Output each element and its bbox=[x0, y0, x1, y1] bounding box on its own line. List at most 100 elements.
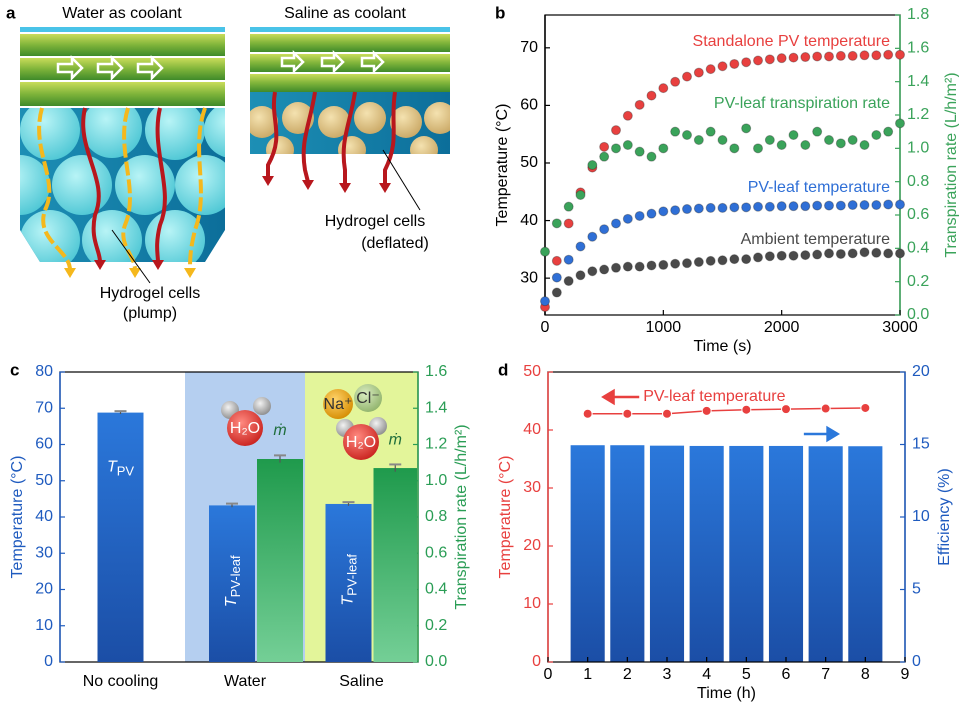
panel-label: c bbox=[10, 360, 19, 379]
data-point bbox=[872, 131, 881, 140]
layer bbox=[250, 34, 450, 52]
leader-line bbox=[383, 150, 420, 210]
data-point bbox=[564, 219, 573, 228]
data-point bbox=[896, 50, 905, 59]
diagram-title: Saline as coolant bbox=[284, 5, 406, 22]
y-tick-label: 1.4 bbox=[425, 399, 447, 416]
data-point bbox=[623, 141, 632, 150]
data-point bbox=[552, 273, 561, 282]
y-tick-label: 1.4 bbox=[907, 73, 929, 90]
data-point bbox=[702, 406, 711, 415]
data-point bbox=[541, 247, 550, 256]
layer bbox=[250, 54, 450, 72]
bar bbox=[571, 445, 605, 662]
x-tick-label: 9 bbox=[901, 666, 910, 683]
data-point bbox=[872, 248, 881, 257]
layer bbox=[20, 34, 225, 56]
data-point bbox=[825, 201, 834, 210]
y-tick-label: 0 bbox=[44, 653, 53, 670]
data-point bbox=[896, 249, 905, 258]
bar bbox=[729, 446, 763, 662]
y-tick-label: 15 bbox=[912, 436, 930, 453]
y-tick-label: 0.6 bbox=[907, 206, 929, 223]
data-point bbox=[694, 136, 703, 145]
y-tick-label: 0.8 bbox=[907, 173, 929, 190]
data-point bbox=[588, 267, 597, 276]
data-point bbox=[600, 265, 609, 274]
arrow bbox=[604, 391, 640, 403]
series-label: Ambient temperature bbox=[741, 231, 891, 248]
y-tick-label: 10 bbox=[523, 595, 541, 612]
x-tick-label: Water bbox=[224, 673, 267, 690]
data-point bbox=[813, 250, 822, 259]
layer bbox=[250, 27, 450, 32]
data-point bbox=[671, 206, 680, 215]
x-tick-label: 1000 bbox=[646, 319, 682, 336]
x-tick-label: 3 bbox=[663, 666, 672, 683]
bar bbox=[257, 459, 303, 662]
arrow-heads bbox=[64, 260, 196, 278]
data-point bbox=[659, 84, 668, 93]
data-point bbox=[789, 202, 798, 211]
data-point bbox=[647, 152, 656, 161]
data-point bbox=[765, 202, 774, 211]
data-point bbox=[777, 202, 786, 211]
layer bbox=[20, 82, 225, 106]
data-point bbox=[789, 53, 798, 62]
data-point bbox=[861, 403, 870, 412]
data-point bbox=[694, 258, 703, 267]
y-axis-title: Temperature (°C) bbox=[494, 104, 511, 227]
bar-label: ṁ bbox=[273, 422, 286, 439]
data-point bbox=[694, 204, 703, 213]
data-point bbox=[623, 262, 632, 271]
y-tick-label: 20 bbox=[523, 537, 541, 554]
y-tick-label: 40 bbox=[523, 421, 541, 438]
data-point bbox=[777, 251, 786, 260]
data-point bbox=[813, 52, 822, 61]
data-point bbox=[848, 201, 857, 210]
data-point bbox=[896, 200, 905, 209]
data-point bbox=[706, 65, 715, 74]
data-point bbox=[754, 253, 763, 262]
y-tick-label: 1.6 bbox=[907, 40, 929, 57]
x-tick-label: 0 bbox=[544, 666, 553, 683]
bar bbox=[650, 446, 684, 662]
data-point bbox=[782, 405, 791, 414]
y-tick-label: 10 bbox=[912, 508, 930, 525]
data-point bbox=[576, 242, 585, 251]
y2-axis-title: Transpiration rate (L/h/m²) bbox=[453, 424, 470, 609]
caption: Hydrogel cells bbox=[325, 213, 425, 230]
y2-axis-title: Transpiration rate (L/h/m²) bbox=[943, 72, 959, 257]
arrow bbox=[804, 428, 838, 440]
data-point bbox=[860, 51, 869, 60]
data-point bbox=[612, 144, 621, 153]
series-label: PV-leaf transpiration rate bbox=[714, 95, 890, 112]
molecule-label: Cl⁻ bbox=[356, 390, 380, 407]
y-tick-label: 60 bbox=[35, 436, 53, 453]
y-tick-label: 0.4 bbox=[907, 240, 929, 257]
data-point bbox=[623, 111, 632, 120]
data-point bbox=[659, 260, 668, 269]
bar bbox=[98, 413, 144, 662]
molecule-label: H₂O bbox=[346, 434, 376, 451]
annotation: Electrical efficiency bbox=[662, 425, 798, 442]
bar bbox=[809, 446, 843, 662]
data-point bbox=[765, 136, 774, 145]
data-point bbox=[718, 203, 727, 212]
data-point bbox=[836, 201, 845, 210]
data-point bbox=[848, 51, 857, 60]
x-tick-label: 1 bbox=[583, 666, 592, 683]
data-point bbox=[647, 209, 656, 218]
bar bbox=[769, 446, 803, 662]
data-point bbox=[588, 232, 597, 241]
y-tick-label: 50 bbox=[523, 363, 541, 380]
molecule-label: H₂O bbox=[230, 420, 260, 437]
data-point bbox=[612, 126, 621, 135]
x-axis-title: Time (h) bbox=[697, 685, 756, 702]
bar bbox=[848, 446, 882, 662]
y-tick-label: 50 bbox=[520, 154, 538, 171]
data-point bbox=[730, 203, 739, 212]
arrow-heads bbox=[262, 176, 391, 193]
data-point bbox=[541, 297, 550, 306]
data-point bbox=[742, 58, 751, 67]
